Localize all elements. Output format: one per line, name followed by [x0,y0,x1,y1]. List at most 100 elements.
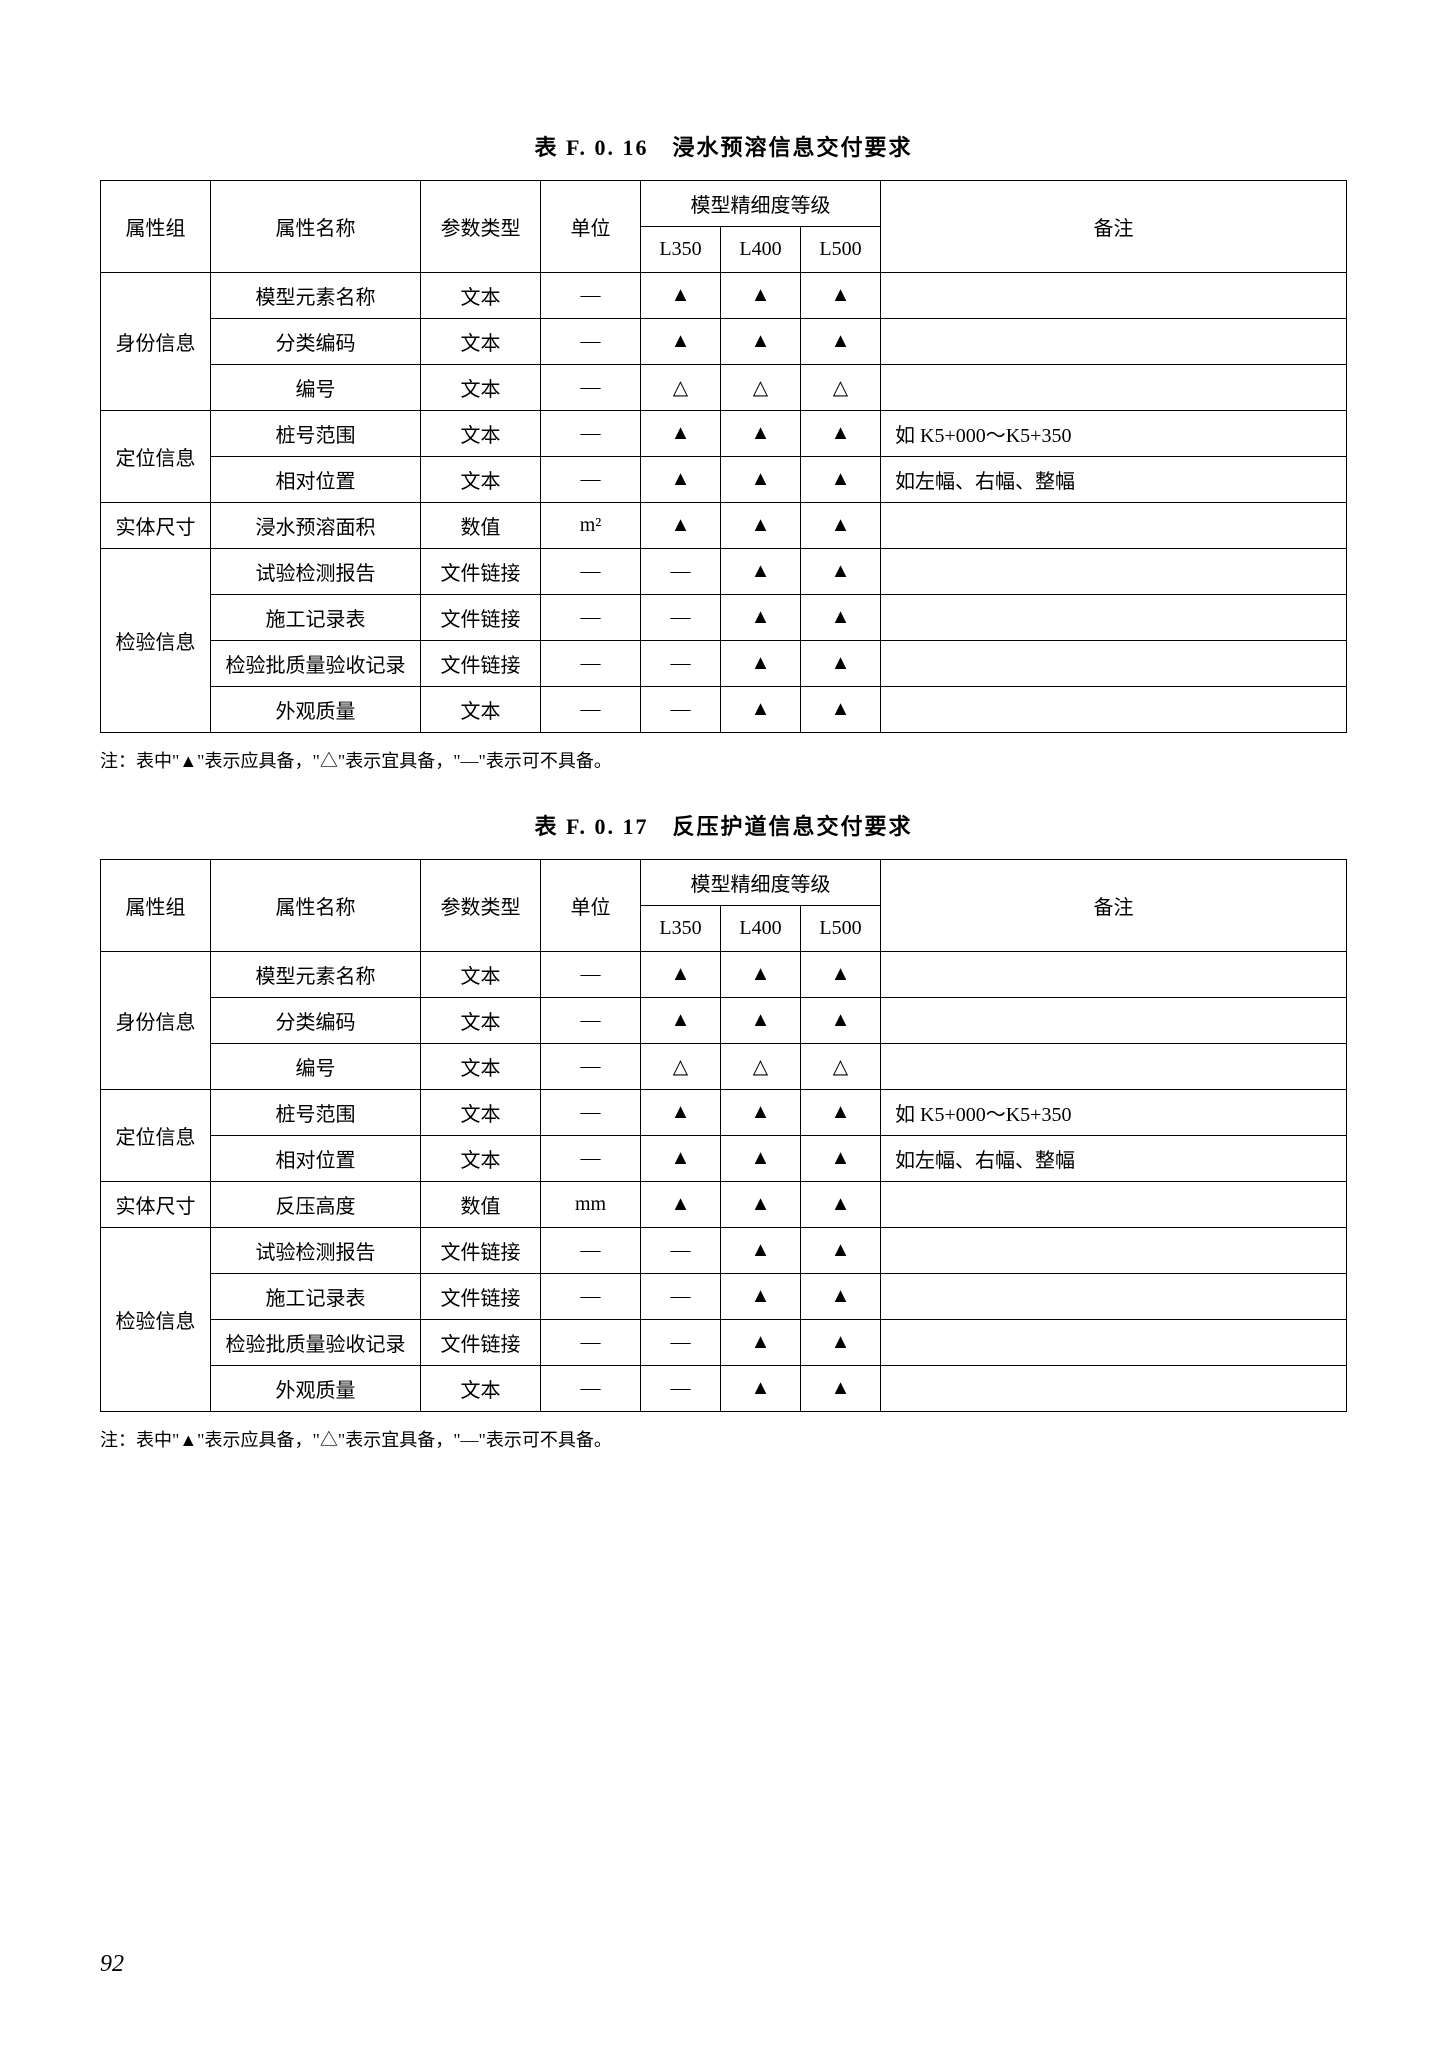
cell-type: 文本 [421,998,541,1044]
cell-name: 浸水预溶面积 [211,503,421,549]
col-lod-title: 模型精细度等级 [641,181,881,227]
cell-name: 相对位置 [211,457,421,503]
cell-remark [881,365,1347,411]
col-l400: L400 [721,906,801,952]
cell-remark: 如左幅、右幅、整幅 [881,457,1347,503]
cell-remark [881,273,1347,319]
cell-unit: — [541,595,641,641]
cell-group: 定位信息 [101,1090,211,1182]
cell-l400: ▲ [721,1366,801,1412]
cell-remark [881,1044,1347,1090]
cell-l500: ▲ [801,503,881,549]
cell-l400: ▲ [721,319,801,365]
cell-unit: — [541,365,641,411]
table-row: 实体尺寸浸水预溶面积数值m²▲▲▲ [101,503,1347,549]
cell-remark [881,319,1347,365]
cell-type: 数值 [421,503,541,549]
table-row: 身份信息模型元素名称文本—▲▲▲ [101,952,1347,998]
table-note: 注：表中"▲"表示应具备，"△"表示宜具备，"—"表示可不具备。 [100,747,1347,773]
cell-type: 文本 [421,1136,541,1182]
cell-remark [881,1366,1347,1412]
table-row: 检验批质量验收记录文件链接——▲▲ [101,641,1347,687]
cell-type: 文本 [421,457,541,503]
cell-l400: ▲ [721,503,801,549]
cell-name: 分类编码 [211,319,421,365]
cell-l400: ▲ [721,1136,801,1182]
cell-remark [881,595,1347,641]
cell-type: 文本 [421,952,541,998]
cell-name: 试验检测报告 [211,1228,421,1274]
col-param-type: 参数类型 [421,181,541,273]
cell-l400: ▲ [721,549,801,595]
cell-name: 检验批质量验收记录 [211,641,421,687]
table-row: 实体尺寸反压高度数值mm▲▲▲ [101,1182,1347,1228]
cell-l350: ▲ [641,998,721,1044]
cell-name: 施工记录表 [211,1274,421,1320]
cell-name: 外观质量 [211,687,421,733]
cell-l400: ▲ [721,1228,801,1274]
cell-l400: ▲ [721,641,801,687]
cell-unit: — [541,998,641,1044]
cell-unit: — [541,1044,641,1090]
cell-l350: △ [641,1044,721,1090]
table-row: 定位信息桩号范围文本—▲▲▲如 K5+000～K5+350 [101,1090,1347,1136]
col-l400: L400 [721,227,801,273]
cell-l350: ▲ [641,1090,721,1136]
col-unit: 单位 [541,181,641,273]
cell-l350: — [641,641,721,687]
cell-l350: ▲ [641,411,721,457]
cell-l500: △ [801,365,881,411]
col-attr-name: 属性名称 [211,860,421,952]
cell-remark: 如 K5+000～K5+350 [881,1090,1347,1136]
cell-type: 文件链接 [421,549,541,595]
cell-l350: — [641,1228,721,1274]
cell-l400: ▲ [721,1274,801,1320]
cell-l500: ▲ [801,998,881,1044]
cell-l500: ▲ [801,273,881,319]
table-row: 相对位置文本—▲▲▲如左幅、右幅、整幅 [101,1136,1347,1182]
cell-l400: △ [721,1044,801,1090]
cell-l500: ▲ [801,1274,881,1320]
table-row: 施工记录表文件链接——▲▲ [101,595,1347,641]
col-l500: L500 [801,906,881,952]
cell-type: 文本 [421,1044,541,1090]
cell-group: 实体尺寸 [101,1182,211,1228]
cell-l500: ▲ [801,549,881,595]
col-lod-title: 模型精细度等级 [641,860,881,906]
cell-name: 相对位置 [211,1136,421,1182]
cell-unit: mm [541,1182,641,1228]
table-row: 施工记录表文件链接——▲▲ [101,1274,1347,1320]
cell-group: 身份信息 [101,273,211,411]
col-attr-group: 属性组 [101,860,211,952]
cell-l500: ▲ [801,411,881,457]
table-row: 外观质量文本——▲▲ [101,1366,1347,1412]
cell-l350: ▲ [641,319,721,365]
cell-name: 分类编码 [211,998,421,1044]
cell-type: 文件链接 [421,595,541,641]
col-remark: 备注 [881,181,1347,273]
cell-name: 检验批质量验收记录 [211,1320,421,1366]
table-row: 定位信息桩号范围文本—▲▲▲如 K5+000～K5+350 [101,411,1347,457]
cell-l400: ▲ [721,457,801,503]
cell-group: 定位信息 [101,411,211,503]
cell-l350: — [641,687,721,733]
col-attr-group: 属性组 [101,181,211,273]
col-unit: 单位 [541,860,641,952]
cell-remark [881,641,1347,687]
cell-l350: — [641,1274,721,1320]
col-param-type: 参数类型 [421,860,541,952]
cell-remark [881,952,1347,998]
cell-group: 身份信息 [101,952,211,1090]
col-l500: L500 [801,227,881,273]
cell-unit: — [541,1320,641,1366]
cell-unit: — [541,641,641,687]
cell-type: 文件链接 [421,1320,541,1366]
cell-type: 文件链接 [421,641,541,687]
cell-unit: — [541,1090,641,1136]
cell-unit: — [541,952,641,998]
requirements-table: 属性组属性名称参数类型单位模型精细度等级备注L350L400L500身份信息模型… [100,859,1347,1412]
table-row: 相对位置文本—▲▲▲如左幅、右幅、整幅 [101,457,1347,503]
cell-name: 编号 [211,1044,421,1090]
cell-type: 文本 [421,687,541,733]
table-row: 身份信息模型元素名称文本—▲▲▲ [101,273,1347,319]
